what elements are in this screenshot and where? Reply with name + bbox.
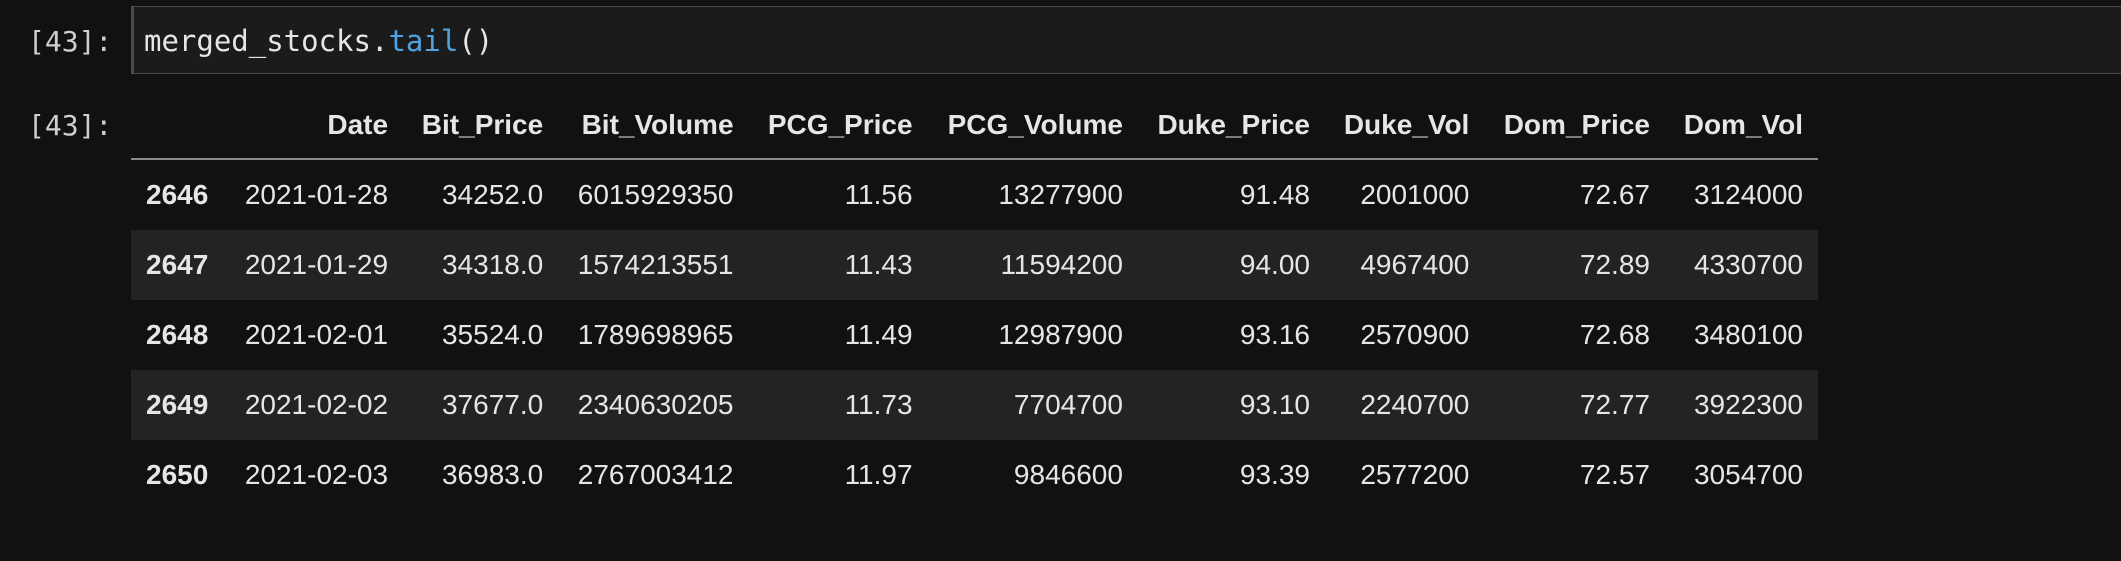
row-index: 2648 <box>146 319 209 350</box>
cell-dom-price: 72.57 <box>1579 459 1650 490</box>
cell-date: 2021-02-02 <box>244 389 389 420</box>
cell-bit-volume: 6015929350 <box>577 179 734 210</box>
cell-dom-vol: 3054700 <box>1693 459 1803 490</box>
code-method: tail <box>388 24 459 58</box>
cell-duke-vol: 2001000 <box>1360 179 1470 210</box>
cell-pcg-volume: 11594200 <box>1000 249 1123 280</box>
cell-date: 2021-01-29 <box>244 249 389 280</box>
code-object: merged_stocks. <box>144 24 389 58</box>
cell-duke-price: 93.16 <box>1239 319 1310 350</box>
row-index: 2646 <box>146 179 209 210</box>
code-args: () <box>458 24 494 58</box>
cell-duke-price: 91.48 <box>1239 179 1310 210</box>
input-prompt: [43]: <box>28 25 113 58</box>
cell-dom-price: 72.89 <box>1579 249 1650 280</box>
cell-duke-vol: 2577200 <box>1360 459 1470 490</box>
header-pcg-price: PCG_Price <box>748 92 928 160</box>
cell-dom-price: 72.68 <box>1579 319 1650 350</box>
cell-date: 2021-02-01 <box>244 319 389 350</box>
header-index <box>131 92 226 160</box>
cell-bit-price: 34252.0 <box>441 179 544 210</box>
cell-bit-price: 34318.0 <box>441 249 544 280</box>
row-index: 2650 <box>146 459 209 490</box>
cell-pcg-volume: 13277900 <box>998 179 1123 210</box>
row-index: 2649 <box>146 389 209 420</box>
dataframe-table: Date Bit_Price Bit_Volume PCG_Price PCG_… <box>131 92 1818 510</box>
code-cell-input[interactable]: merged_stocks.tail() <box>131 6 2121 74</box>
header-bit-volume: Bit_Volume <box>558 92 749 160</box>
cell-dom-vol: 3922300 <box>1693 389 1803 420</box>
cell-bit-volume: 2767003412 <box>577 459 734 490</box>
cell-dom-price: 72.77 <box>1579 389 1650 420</box>
header-dom-price: Dom_Price <box>1484 92 1665 160</box>
cell-duke-price: 93.10 <box>1239 389 1310 420</box>
cell-duke-vol: 2570900 <box>1360 319 1470 350</box>
cell-duke-vol: 2240700 <box>1360 389 1470 420</box>
cell-bit-price: 37677.0 <box>441 389 544 420</box>
cell-bit-volume: 1574213551 <box>577 249 734 280</box>
cell-bit-price: 35524.0 <box>441 319 544 350</box>
header-duke-vol: Duke_Vol <box>1324 92 1485 160</box>
row-index: 2647 <box>146 249 209 280</box>
cell-dom-vol: 3124000 <box>1693 179 1803 210</box>
table-row: 2646 2021-01-28 34252.0 6015929350 11.56… <box>131 159 1818 230</box>
cell-pcg-volume: 7704700 <box>1013 389 1123 420</box>
cell-dom-price: 72.67 <box>1579 179 1650 210</box>
cell-dom-vol: 3480100 <box>1693 319 1803 350</box>
dataframe-output: Date Bit_Price Bit_Volume PCG_Price PCG_… <box>131 92 1818 510</box>
cell-duke-price: 93.39 <box>1239 459 1310 490</box>
cell-bit-volume: 2340630205 <box>577 389 734 420</box>
table-row: 2648 2021-02-01 35524.0 1789698965 11.49… <box>131 300 1818 370</box>
cell-pcg-volume: 9846600 <box>1013 459 1123 490</box>
cell-duke-vol: 4967400 <box>1360 249 1470 280</box>
cell-dom-vol: 4330700 <box>1693 249 1803 280</box>
code-line: merged_stocks.tail() <box>144 27 493 56</box>
header-row: Date Bit_Price Bit_Volume PCG_Price PCG_… <box>131 92 1818 160</box>
table-row: 2650 2021-02-03 36983.0 2767003412 11.97… <box>131 440 1818 510</box>
cell-date: 2021-02-03 <box>244 459 389 490</box>
header-duke-price: Duke_Price <box>1137 92 1325 160</box>
header-pcg-volume: PCG_Volume <box>927 92 1138 160</box>
cell-pcg-price: 11.43 <box>844 249 913 280</box>
cell-pcg-price: 11.56 <box>844 179 913 210</box>
header-dom-vol: Dom_Vol <box>1664 92 1818 160</box>
cell-pcg-price: 11.73 <box>844 389 913 420</box>
cell-bit-price: 36983.0 <box>441 459 544 490</box>
table-row: 2649 2021-02-02 37677.0 2340630205 11.73… <box>131 370 1818 440</box>
cell-duke-price: 94.00 <box>1239 249 1310 280</box>
cell-pcg-price: 11.49 <box>844 319 913 350</box>
table-row: 2647 2021-01-29 34318.0 1574213551 11.43… <box>131 230 1818 300</box>
header-date: Date <box>225 92 404 160</box>
output-prompt: [43]: <box>28 109 113 142</box>
cell-pcg-volume: 12987900 <box>998 319 1123 350</box>
cell-date: 2021-01-28 <box>244 179 389 210</box>
header-bit-price: Bit_Price <box>403 92 559 160</box>
cell-bit-volume: 1789698965 <box>577 319 734 350</box>
cell-pcg-price: 11.97 <box>844 459 913 490</box>
